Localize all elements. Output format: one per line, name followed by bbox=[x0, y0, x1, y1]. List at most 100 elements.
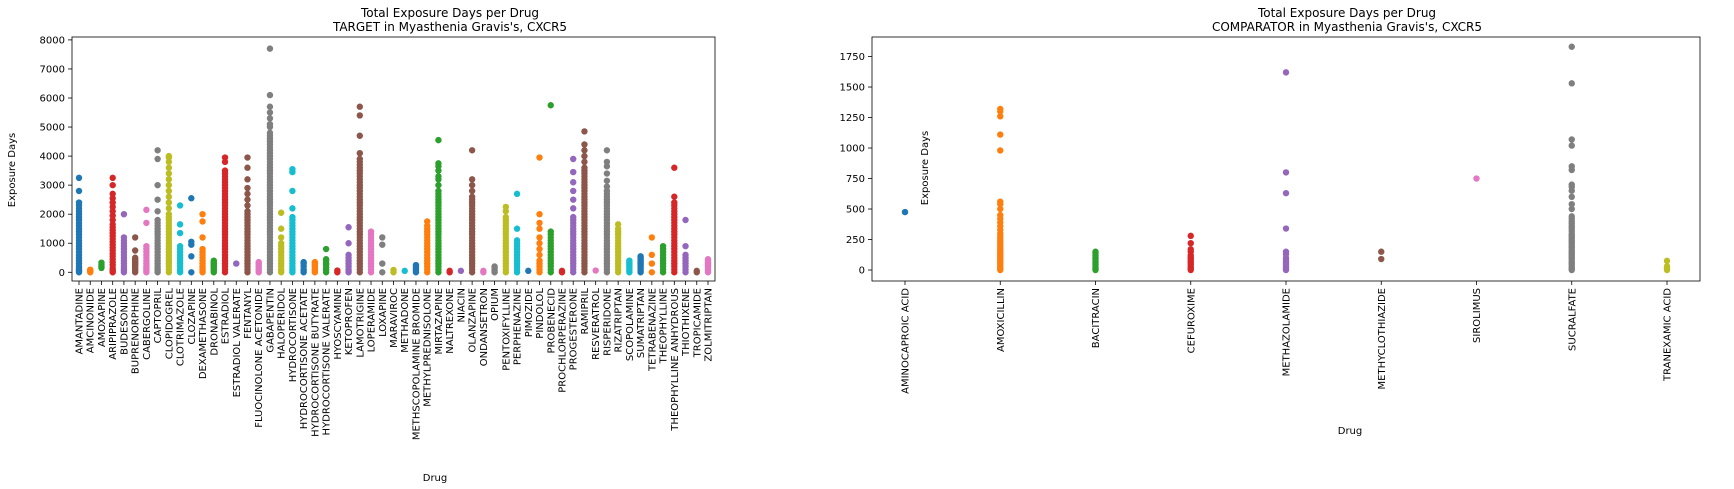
target-data-point bbox=[468, 193, 476, 200]
target-data-point bbox=[536, 210, 543, 218]
target-x-tick-label: PROBENECID bbox=[546, 288, 557, 354]
target-data-point bbox=[581, 128, 588, 135]
comparator-data-point bbox=[1568, 80, 1575, 87]
target-x-tick-label: SUMATRIPTAN bbox=[636, 288, 647, 358]
comparator-y-tick-label: 1250 bbox=[840, 113, 865, 124]
target-x-tick-label: AMOXAPINE bbox=[97, 288, 108, 347]
target-data-point bbox=[277, 209, 285, 216]
target-data-point bbox=[480, 267, 487, 275]
target-data-point bbox=[682, 216, 689, 224]
comparator-x-tick-label: METHYCLOTHIAZIDE bbox=[1377, 288, 1388, 389]
target-data-point bbox=[513, 225, 521, 232]
target-data-point bbox=[603, 170, 611, 177]
target-data-point bbox=[525, 267, 532, 275]
target-data-point bbox=[266, 115, 274, 122]
target-data-point bbox=[311, 258, 319, 266]
target-data-point bbox=[356, 132, 364, 139]
comparator-data-point bbox=[1568, 200, 1575, 208]
target-data-point bbox=[581, 152, 588, 160]
target-data-point bbox=[266, 109, 274, 116]
target-data-point bbox=[199, 245, 206, 253]
target-data-point bbox=[109, 174, 116, 182]
target-data-point bbox=[165, 176, 173, 183]
target-data-point bbox=[435, 187, 442, 195]
target-x-tick-label: THEOPHYLLINE ANHYDROUS bbox=[670, 288, 681, 432]
comparator-data-point bbox=[1378, 255, 1385, 263]
target-y-tick-label: 1000 bbox=[40, 239, 65, 250]
target-x-tick-label: CAPTOPRIL bbox=[153, 288, 164, 344]
target-data-point bbox=[659, 242, 667, 250]
comparator-y-tick-label: 250 bbox=[846, 235, 865, 246]
target-x-tick-label: METHADONE bbox=[400, 288, 411, 353]
comparator-data-point bbox=[1568, 163, 1575, 170]
target-data-point bbox=[131, 254, 139, 261]
target-data-point bbox=[581, 147, 588, 154]
target-data-point bbox=[502, 203, 510, 211]
target-data-point bbox=[356, 149, 364, 157]
target-x-tick-label: GABAPENTIN bbox=[265, 288, 276, 353]
target-x-tick-label: THEOPHYLLINE bbox=[659, 288, 670, 364]
target-data-point bbox=[603, 147, 611, 154]
target-x-tick-label: LOPERAMIDE bbox=[367, 288, 378, 352]
target-data-point bbox=[536, 257, 543, 264]
comparator-chart-y-axis-label: Exposure Days bbox=[920, 131, 931, 205]
comparator-chart-points bbox=[901, 43, 1671, 274]
comparator-data-point bbox=[1473, 175, 1480, 182]
target-data-point bbox=[165, 164, 173, 171]
comparator-x-tick-label: AMINOCAPROIC ACID bbox=[901, 288, 912, 394]
target-x-tick-label: TETRABENAZINE bbox=[647, 288, 658, 372]
target-data-point bbox=[367, 228, 375, 235]
target-data-point bbox=[581, 141, 588, 148]
comparator-chart-plot-area bbox=[871, 36, 1701, 282]
target-data-point bbox=[502, 213, 510, 221]
target-chart-x-ticks: AMANTADINE AMCINONIDE AMOXAPINE ARIPIPRAZOL… bbox=[75, 281, 715, 440]
target-x-tick-label: ONDANSETRON bbox=[479, 288, 490, 366]
target-x-tick-label: THIOTHIXENE bbox=[681, 288, 692, 357]
comparator-y-tick-label: 1750 bbox=[840, 52, 865, 63]
target-data-point bbox=[289, 165, 296, 173]
comparator-data-point bbox=[1187, 239, 1194, 247]
target-data-point bbox=[536, 245, 543, 253]
comparator-data-point bbox=[1282, 189, 1290, 197]
target-data-point bbox=[120, 234, 128, 241]
target-data-point bbox=[165, 210, 173, 218]
target-x-tick-label: PROGESTERONE bbox=[569, 288, 580, 370]
comparator-data-point bbox=[1568, 181, 1575, 188]
target-data-point bbox=[165, 205, 173, 212]
target-x-tick-label: HYOSCYAMINE bbox=[333, 288, 344, 360]
comparator-data-point bbox=[997, 211, 1004, 219]
target-data-point bbox=[423, 218, 431, 225]
target-data-point bbox=[446, 267, 453, 275]
target-data-point bbox=[536, 240, 543, 247]
comparator-chart-x-axis-label: Drug bbox=[1338, 426, 1363, 437]
target-x-tick-label: TROPICAMIDE bbox=[692, 288, 703, 358]
comparator-y-tick-label: 1500 bbox=[840, 83, 865, 94]
target-data-point bbox=[75, 174, 83, 182]
target-data-point bbox=[244, 176, 251, 183]
target-data-point bbox=[165, 181, 173, 189]
target-x-tick-label: OPIUM bbox=[490, 288, 501, 321]
comparator-x-tick-label: SUCRALFATE bbox=[1567, 288, 1578, 351]
target-data-point bbox=[188, 253, 195, 260]
comparator-chart-subtitle: COMPARATOR in Myasthenia Gravis's, CXCR5 bbox=[1212, 20, 1482, 34]
comparator-chart: Total Exposure Days per Drug COMPARATOR … bbox=[840, 6, 1701, 437]
target-data-point bbox=[648, 260, 656, 267]
comparator-data-point bbox=[997, 105, 1004, 113]
comparator-x-tick-label: BACITRACIN bbox=[1091, 288, 1102, 348]
comparator-chart-y-ticks: 0 250 500 750 1000 1250 1500 1750 bbox=[840, 52, 872, 277]
target-data-point bbox=[143, 206, 150, 214]
target-data-point bbox=[131, 247, 139, 254]
target-x-tick-label: PENTOXIFYLLINE bbox=[501, 288, 512, 371]
comparator-data-point bbox=[1282, 225, 1290, 232]
target-data-point bbox=[244, 208, 251, 215]
target-x-tick-label: MIRTAZAPINE bbox=[434, 288, 445, 354]
comparator-data-point bbox=[901, 208, 909, 216]
target-data-point bbox=[491, 263, 498, 270]
target-data-point bbox=[266, 120, 274, 128]
target-data-point bbox=[221, 154, 229, 161]
target-data-point bbox=[603, 183, 611, 190]
target-data-point bbox=[289, 187, 296, 195]
target-data-point bbox=[401, 267, 408, 275]
target-data-point bbox=[637, 253, 644, 260]
